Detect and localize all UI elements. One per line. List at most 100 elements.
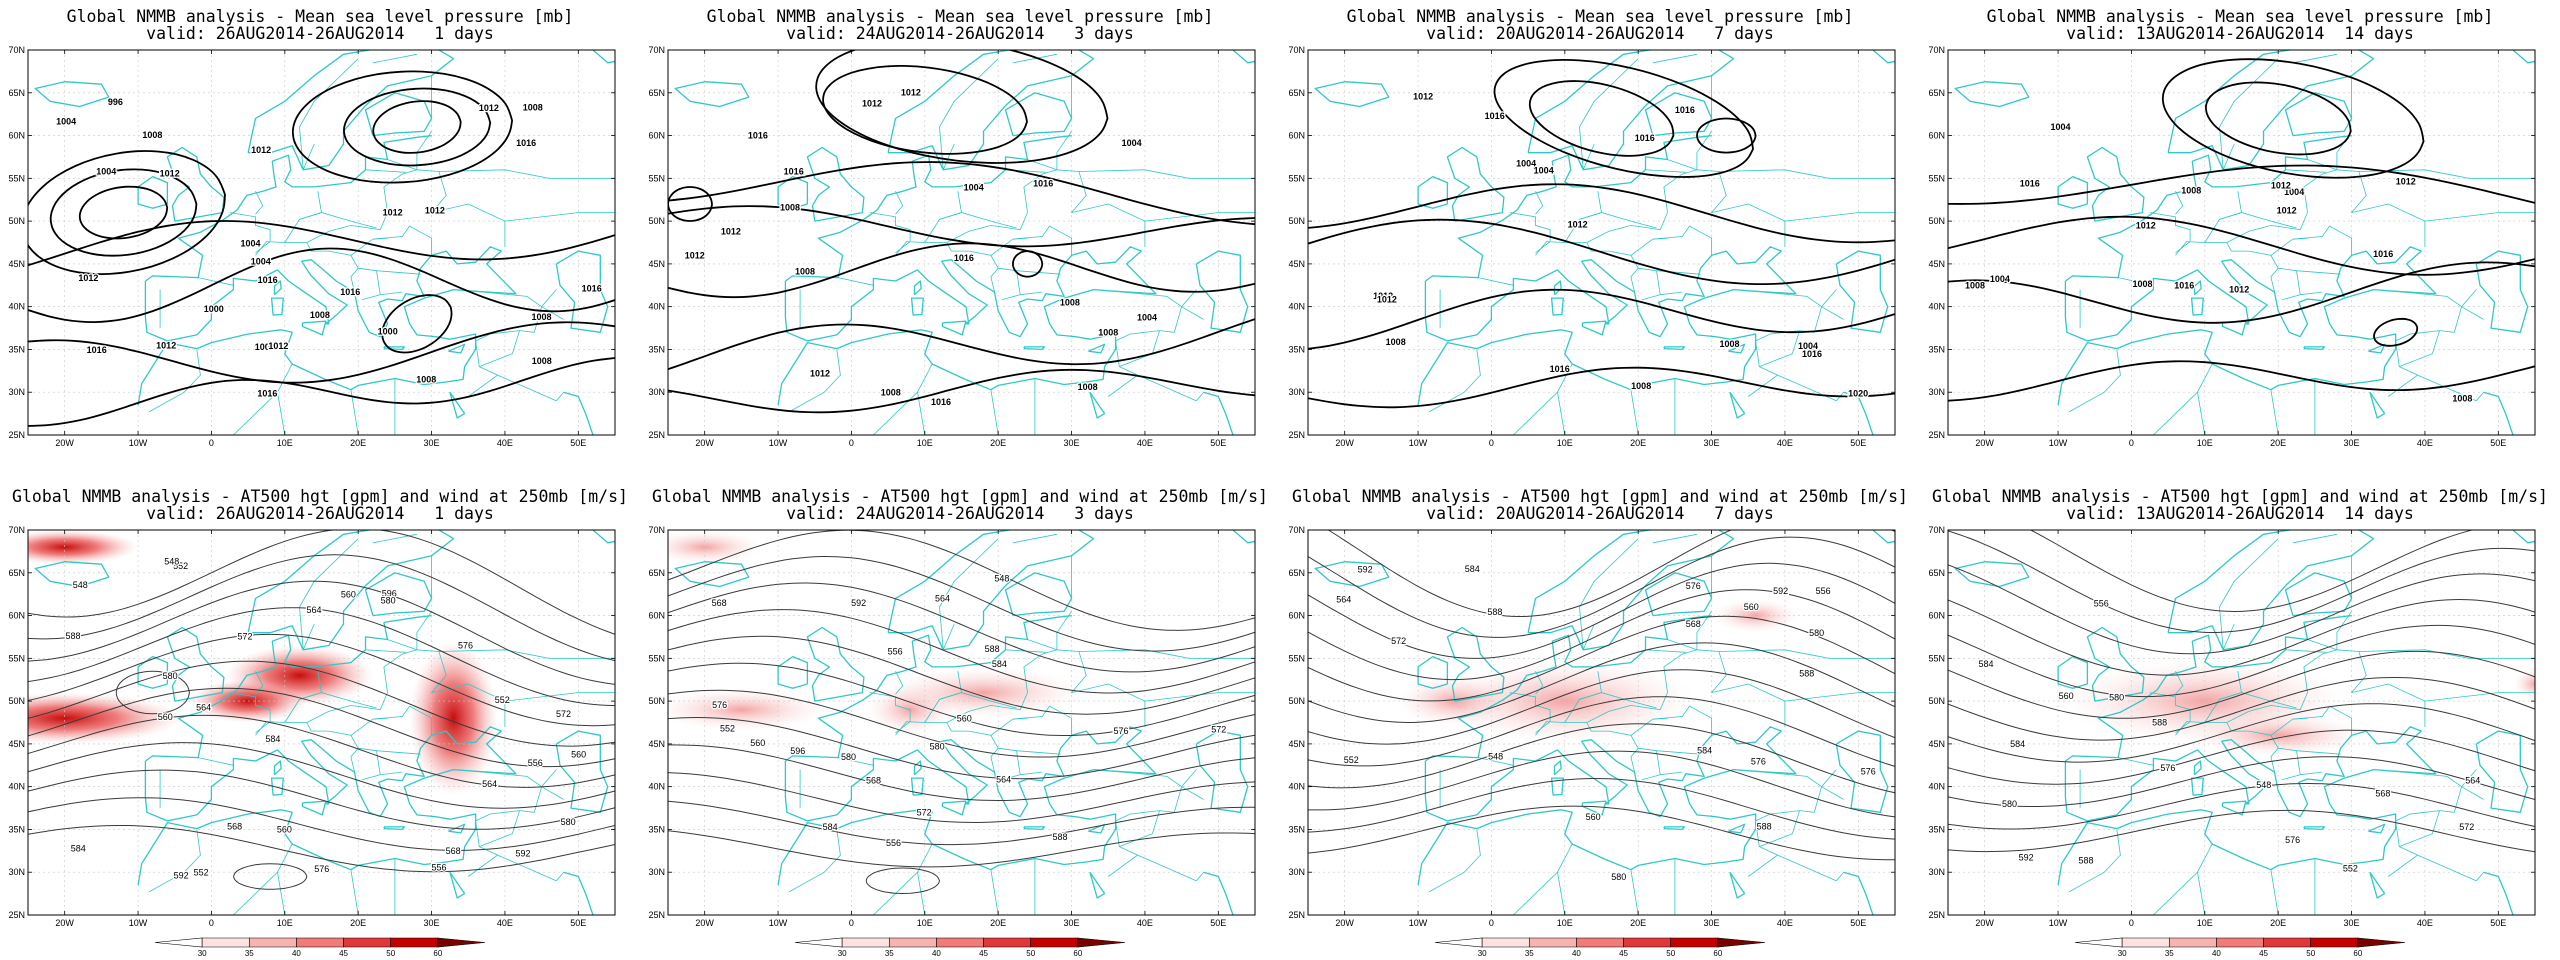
legend-value: 35 <box>2165 949 2174 958</box>
lat-tick-label: 55N <box>8 653 25 663</box>
contour-label: 1016 <box>516 138 536 148</box>
contour-label: 1012 <box>383 207 403 217</box>
panel-title: Global NMMB analysis - AT500 hgt [gpm] a… <box>652 487 1268 506</box>
contour-label: 564 <box>1336 594 1351 604</box>
contour-label: 1012 <box>2271 180 2291 190</box>
contour-label: 1012 <box>810 369 830 379</box>
lon-tick-label: 20E <box>990 438 1006 448</box>
height-contours <box>1308 530 1895 861</box>
contour-label: 588 <box>2078 855 2093 865</box>
contour-label: 560 <box>750 738 765 748</box>
lon-tick-label: 10W <box>129 438 148 448</box>
lat-tick-label: 30N <box>8 387 25 397</box>
lat-tick-label: 45N <box>1288 739 1305 749</box>
lat-tick-label: 55N <box>1288 173 1305 183</box>
legend-swatch <box>1528 937 1577 948</box>
lat-tick-label: 45N <box>8 739 25 749</box>
map-canvas: 548 552 556 560 564 568 572 576 580 584 588 592 584 5… <box>1928 525 2536 958</box>
map-layers <box>28 530 615 915</box>
contour-label: 584 <box>823 822 838 832</box>
lat-tick-label: 40N <box>8 782 25 792</box>
contour-label: 1008 <box>2452 394 2472 404</box>
lon-tick-label: 20W <box>1975 438 1994 448</box>
contour-label: 1012 <box>268 341 288 351</box>
legend-value: 60 <box>1073 949 1082 958</box>
contour-label: 1016 <box>257 388 277 398</box>
map-panel-7: Global NMMB analysis - AT500 hgt [gpm] a… <box>1280 480 1920 960</box>
legend-value: 60 <box>2353 949 2362 958</box>
legend-swatch <box>1576 937 1624 948</box>
map-panel-6: Global NMMB analysis - AT500 hgt [gpm] a… <box>640 480 1280 960</box>
map-background <box>1948 50 2535 435</box>
lat-tick-label: 65N <box>8 88 25 98</box>
wind-speed-legend: 30 35 40 45 50 60 <box>1434 937 1766 958</box>
contour-labels: 1016 1008 1012 1008 1004 1008 1008 1012 1004 1008… <box>684 86 1159 408</box>
legend-value: 50 <box>2306 949 2315 958</box>
contour-label: 584 <box>265 734 280 744</box>
legend-swatch <box>794 937 843 948</box>
contour-label: 556 <box>2094 599 2109 609</box>
contour-label: 1012 <box>2229 285 2249 295</box>
contour-label: 1008 <box>2181 186 2201 196</box>
contour-label: 548 <box>73 580 88 590</box>
lon-tick-label: 20W <box>55 918 74 928</box>
lat-tick-label: 70N <box>8 525 25 535</box>
panel-title: Global NMMB analysis - AT500 hgt [gpm] a… <box>1292 487 1908 506</box>
map-frame <box>1947 529 2536 916</box>
map-frame <box>667 49 1256 436</box>
legend-swatch <box>1077 937 1126 948</box>
lat-tick-label: 55N <box>648 173 665 183</box>
contour-labels: 552 556 548 556 560 564 568 572 576 580 584 588 584 5… <box>710 572 1227 849</box>
jet-shading <box>28 530 139 565</box>
map-background <box>1308 50 1895 435</box>
contour-label: 1012 <box>721 227 741 237</box>
contour-label: 592 <box>174 871 189 881</box>
contour-label: 560 <box>957 714 972 724</box>
map-panel-5: Global NMMB analysis - AT500 hgt [gpm] a… <box>0 480 640 960</box>
lat-tick-label: 50N <box>648 216 665 226</box>
map-layers <box>1308 50 1895 435</box>
lon-tick-label: 0 <box>2129 918 2134 928</box>
contour-label: 592 <box>1773 586 1788 596</box>
contour-label: 556 <box>888 646 903 656</box>
contour-label: 1016 <box>931 397 951 407</box>
isobars <box>1308 59 1895 409</box>
borders <box>148 533 615 915</box>
axis-ticks: 70N 65N 60N 55N 50N 45N 40N 35N 30N 25N 20W 10W 0 10E… <box>648 45 1255 448</box>
lon-tick-label: 40E <box>1137 918 1153 928</box>
lat-tick-label: 50N <box>1928 696 1945 706</box>
lat-tick-label: 65N <box>8 568 25 578</box>
lat-tick-label: 65N <box>1928 88 1945 98</box>
contour-label: 1016 <box>1033 178 1053 188</box>
coastlines <box>1314 50 1895 435</box>
contour-label: 588 <box>1799 668 1814 678</box>
lat-tick-label: 25N <box>648 430 665 440</box>
lon-tick-label: 10E <box>917 918 933 928</box>
height-contours <box>1948 530 2535 853</box>
contour-label: 1004 <box>1534 165 1554 175</box>
legend-value: 50 <box>386 949 395 958</box>
contour-label: 1004 <box>56 117 76 127</box>
lat-tick-label: 35N <box>8 344 25 354</box>
contour-label: 580 <box>163 671 178 681</box>
lat-tick-label: 30N <box>1288 387 1305 397</box>
legend-swatch <box>841 937 890 948</box>
contour-label: 560 <box>1586 812 1601 822</box>
legend-value: 40 <box>1572 949 1581 958</box>
map-background <box>668 50 1255 435</box>
map-frame <box>27 49 616 436</box>
contour-label: 1016 <box>784 166 804 176</box>
lat-tick-label: 70N <box>1288 525 1305 535</box>
axis-ticks: 70N 65N 60N 55N 50N 45N 40N 35N 30N 25N 20W 10W 0 10E… <box>1288 525 1895 928</box>
contour-label: 584 <box>71 843 86 853</box>
lat-tick-label: 55N <box>648 653 665 663</box>
panel-title: Global NMMB analysis - Mean sea level pr… <box>1346 7 1854 26</box>
contour-label: 560 <box>1744 602 1759 612</box>
contour-label: 592 <box>851 598 866 608</box>
lon-tick-label: 0 <box>849 918 854 928</box>
lon-tick-label: 20E <box>2270 918 2286 928</box>
contour-label: 1008 <box>2132 279 2152 289</box>
panel-valid-period: valid: 13AUG2014-26AUG2014 14 days <box>2066 24 2414 43</box>
height-contours <box>28 530 615 890</box>
legend-value: 50 <box>1026 949 1035 958</box>
